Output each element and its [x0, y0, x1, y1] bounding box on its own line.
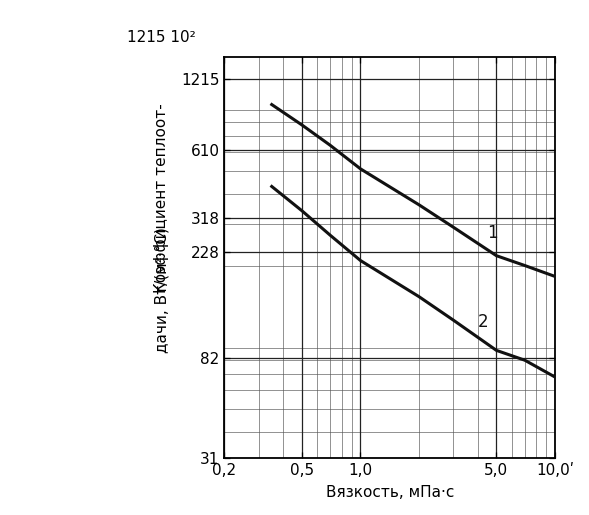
- X-axis label: Вязкость, мПа·с: Вязкость, мПа·с: [326, 485, 454, 500]
- Text: 1: 1: [488, 225, 498, 243]
- Text: 1215 10²: 1215 10²: [127, 30, 196, 45]
- Text: 2: 2: [478, 313, 488, 331]
- Text: Коэффициент теплоот-: Коэффициент теплоот-: [154, 103, 169, 293]
- Text: дачи, Вт/(м²·°С): дачи, Вт/(м²·°С): [154, 227, 169, 353]
